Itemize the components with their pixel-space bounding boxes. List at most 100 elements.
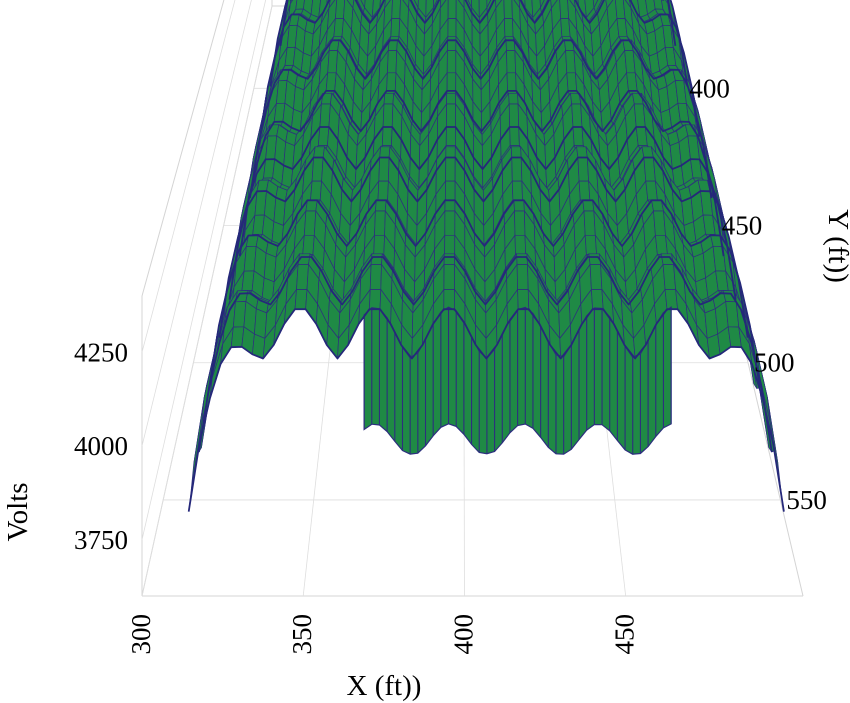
- surface-patch: [511, 180, 523, 201]
- surface-patch: [379, 146, 391, 158]
- surface-patch: [447, 18, 457, 37]
- surface-contour: [259, 0, 701, 137]
- x-tick-label: 300: [126, 614, 156, 655]
- surface-patch: [445, 126, 456, 146]
- surface-patch: [578, 180, 591, 201]
- y-axis-title: Y (ft)): [822, 209, 850, 283]
- x-gridline: [141, 5, 273, 597]
- surface-patch: [447, 39, 457, 51]
- surface-patch: [443, 253, 455, 265]
- surface-patch: [446, 92, 456, 105]
- surface-patch: [386, 72, 397, 92]
- x-tick-label: 350: [287, 614, 317, 655]
- surface-patch: [577, 157, 589, 182]
- z-tick-label: 3750: [74, 525, 128, 555]
- surface-patch: [439, 0, 447, 10]
- y-tick-label: 450: [722, 211, 763, 241]
- surface-patch: [510, 146, 522, 158]
- y-tick-label: 550: [786, 485, 827, 515]
- surface-patch: [296, 264, 309, 290]
- surface-patch: [446, 50, 457, 74]
- y-tick-label: 500: [754, 348, 795, 378]
- z-gridline: [141, 0, 267, 540]
- surface-patch: [582, 199, 595, 212]
- surface-patch: [593, 0, 603, 14]
- surface-patch: [381, 126, 393, 146]
- surface-patch: [509, 126, 520, 146]
- x-tick-label: 450: [610, 614, 640, 655]
- surface-contour: [238, 90, 725, 257]
- surface-patch: [382, 103, 394, 128]
- z-axis-title: Volts: [2, 482, 34, 541]
- surface-patch: [508, 92, 519, 105]
- surface-patch: [589, 264, 603, 290]
- surface-patch: [511, 157, 523, 182]
- surface-patch: [443, 289, 455, 310]
- surface-patch: [444, 210, 456, 236]
- surface-patch: [506, 50, 516, 74]
- surface-patch: [445, 146, 456, 158]
- surface-patch: [584, 234, 597, 255]
- surface-patch: [305, 199, 318, 212]
- surface-contour: [198, 256, 773, 453]
- surface-contour: [249, 39, 713, 199]
- surface-patch: [583, 210, 596, 236]
- surface-patch: [373, 234, 385, 255]
- surface-patch: [517, 289, 530, 310]
- surface-patch: [444, 199, 456, 212]
- surface-patch: [445, 157, 456, 182]
- surface-patch: [446, 103, 456, 128]
- surface-patch: [369, 264, 382, 290]
- surface-patch: [370, 253, 383, 265]
- surface-patch: [516, 253, 528, 265]
- surface-patch: [390, 18, 401, 37]
- z-gridline: [141, 0, 252, 447]
- box-edge: [141, 0, 225, 297]
- surface-contour: [228, 126, 737, 300]
- y-axis-ticks: 400 450 500 550: [689, 73, 827, 515]
- surface-patch: [375, 199, 387, 212]
- z-gridline: [141, 0, 236, 353]
- surface-patch: [503, 0, 513, 19]
- surface-patch: [572, 126, 584, 146]
- surface-patch: [311, 157, 324, 182]
- surface-mesh: [187, 0, 785, 512]
- y-tick-label: 400: [689, 73, 730, 103]
- surface-patch: [383, 92, 395, 105]
- surface-patch: [559, 0, 570, 19]
- surface-patch: [374, 210, 386, 236]
- surface-patch: [445, 180, 456, 201]
- surface-patch: [369, 289, 382, 310]
- surface-patch: [506, 72, 517, 92]
- z-axis-ticks: 4250 4000 3750: [74, 337, 128, 555]
- surface-patch: [294, 289, 308, 310]
- x-axis-ticks: 300 350 400 450: [126, 614, 640, 655]
- surface-patch: [576, 146, 588, 158]
- surface-patch: [514, 210, 526, 236]
- surface-contour: [218, 156, 749, 338]
- surface-patch: [446, 72, 457, 92]
- surface-patch: [571, 103, 583, 128]
- surface-patch: [391, 0, 401, 19]
- surface-patch: [313, 146, 325, 158]
- surface-patch: [444, 234, 456, 255]
- surface-patch: [516, 264, 529, 290]
- surface-patch: [504, 18, 514, 37]
- z-tick-label: 4250: [74, 337, 128, 367]
- surface-patch: [591, 289, 604, 310]
- surface-patch: [310, 180, 322, 201]
- surface-patch: [387, 50, 398, 74]
- surface-patch: [378, 157, 390, 182]
- surface-patch: [303, 210, 317, 236]
- surface-contour: [208, 199, 761, 389]
- x-tick-label: 400: [448, 614, 478, 655]
- surface-patch: [514, 234, 527, 255]
- surface-contour: [187, 308, 785, 512]
- surface-patch: [377, 180, 389, 201]
- surface-patch: [302, 234, 315, 255]
- surface-patch: [508, 103, 520, 128]
- surface-patch: [513, 199, 525, 212]
- surface-patch: [447, 0, 457, 19]
- surface-patch: [566, 72, 578, 92]
